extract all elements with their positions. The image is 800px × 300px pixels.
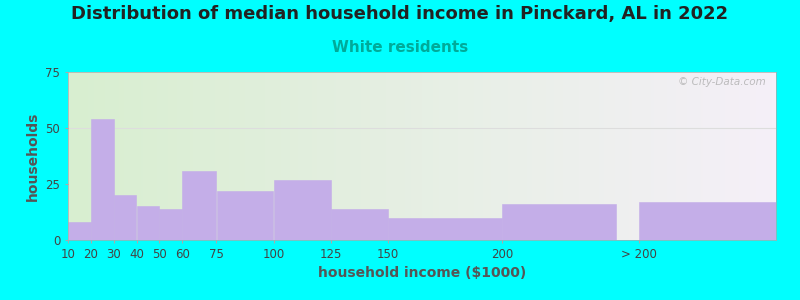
Bar (137, 206, 159, 240)
Text: Distribution of median household income in Pinckard, AL in 2022: Distribution of median household income … (71, 4, 729, 22)
Bar (159, 208, 182, 240)
X-axis label: household income ($1000): household income ($1000) (318, 266, 526, 280)
Text: © City-Data.com: © City-Data.com (678, 77, 766, 87)
Bar (639, 202, 776, 240)
Bar (182, 171, 216, 240)
Bar (114, 195, 137, 240)
Bar (91, 119, 114, 240)
Bar (388, 218, 502, 240)
Bar (330, 208, 387, 240)
Bar (274, 179, 330, 240)
Bar (217, 191, 274, 240)
Text: White residents: White residents (332, 40, 468, 56)
Bar (502, 204, 616, 240)
Y-axis label: households: households (26, 111, 40, 201)
Bar (68, 222, 90, 240)
